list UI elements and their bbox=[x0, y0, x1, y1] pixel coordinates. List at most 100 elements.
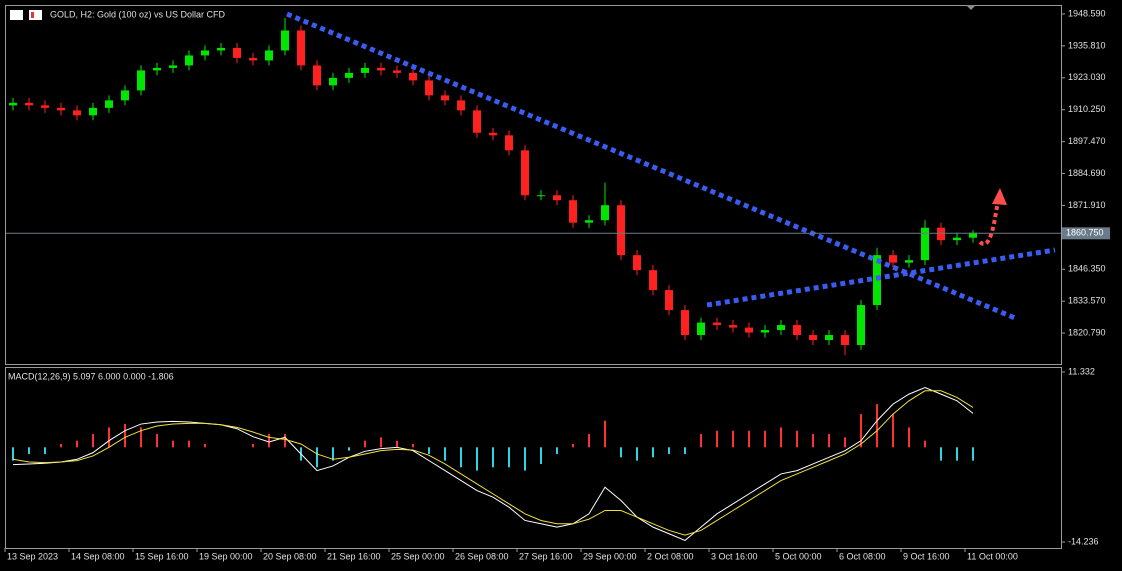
histogram-bar bbox=[412, 444, 414, 448]
histogram-bar bbox=[844, 437, 846, 448]
candle-body bbox=[969, 232, 977, 238]
x-tick-label: 27 Sep 16:00 bbox=[519, 551, 573, 561]
histogram-bar bbox=[124, 424, 126, 448]
histogram-bar bbox=[892, 414, 894, 448]
histogram-bar bbox=[652, 447, 654, 458]
histogram-bar bbox=[348, 447, 350, 451]
candle-body bbox=[905, 260, 913, 263]
histogram-bar bbox=[780, 427, 782, 448]
candle-body bbox=[585, 220, 593, 223]
histogram-bar bbox=[156, 434, 158, 448]
histogram-bar bbox=[60, 444, 62, 448]
candle-body bbox=[425, 80, 433, 96]
price-pane bbox=[5, 5, 1062, 365]
histogram-bar bbox=[956, 447, 958, 461]
candle-body bbox=[793, 325, 801, 336]
candle-body bbox=[889, 255, 897, 263]
candle-body bbox=[121, 90, 129, 101]
candle-body bbox=[809, 335, 817, 341]
candle-body bbox=[777, 325, 785, 331]
candle-body bbox=[25, 102, 33, 106]
histogram-bar bbox=[12, 447, 14, 461]
candle-body bbox=[313, 65, 321, 86]
y-tick-label: 1833.570 bbox=[1068, 296, 1106, 306]
histogram-bar bbox=[364, 440, 366, 448]
histogram-bar bbox=[428, 447, 430, 454]
y-tick-label: 1910.250 bbox=[1068, 104, 1106, 114]
histogram-bar bbox=[396, 440, 398, 448]
candle-body bbox=[217, 47, 225, 51]
histogram-bar bbox=[588, 434, 590, 448]
histogram-bar bbox=[540, 447, 542, 464]
candle-body bbox=[345, 72, 353, 78]
x-tick-label: 15 Sep 16:00 bbox=[135, 551, 189, 561]
histogram-bar bbox=[620, 447, 622, 458]
candle-body bbox=[361, 67, 369, 73]
candle-body bbox=[505, 135, 513, 151]
candle-body bbox=[489, 132, 497, 136]
candle-body bbox=[937, 227, 945, 241]
x-tick-label: 26 Sep 08:00 bbox=[455, 551, 509, 561]
histogram-bar bbox=[508, 447, 510, 468]
histogram-bar bbox=[668, 447, 670, 454]
candle-body bbox=[537, 195, 545, 197]
y-tick-label: 1935.810 bbox=[1068, 40, 1106, 50]
histogram-bar bbox=[76, 440, 78, 448]
x-tick-label: 14 Sep 08:00 bbox=[71, 551, 125, 561]
histogram-bar bbox=[316, 447, 318, 468]
histogram-bar bbox=[636, 447, 638, 461]
histogram-bar bbox=[524, 447, 526, 471]
candle-body bbox=[73, 110, 81, 116]
x-tick-label: 6 Oct 08:00 bbox=[839, 551, 886, 561]
y-tick-label: 1897.470 bbox=[1068, 136, 1106, 146]
candle-body bbox=[297, 30, 305, 66]
x-tick-label: 5 Oct 00:00 bbox=[775, 551, 822, 561]
icon bbox=[31, 12, 34, 18]
candle-body bbox=[473, 110, 481, 133]
candle-body bbox=[713, 322, 721, 326]
candle-body bbox=[57, 107, 65, 111]
y-tick-label: 1948.590 bbox=[1068, 8, 1106, 18]
y-tick-label: 1923.030 bbox=[1068, 72, 1106, 82]
histogram-bar bbox=[812, 434, 814, 448]
candle-body bbox=[633, 255, 641, 271]
y-tick-label: 1846.350 bbox=[1068, 264, 1106, 274]
histogram-bar bbox=[828, 434, 830, 448]
x-tick-label: 29 Sep 00:00 bbox=[583, 551, 637, 561]
x-tick-label: 19 Sep 00:00 bbox=[199, 551, 253, 561]
candle-body bbox=[825, 335, 833, 341]
candle-body bbox=[953, 237, 961, 241]
trend-line bbox=[706, 247, 1056, 308]
last-price-label: 1860.750 bbox=[1066, 228, 1104, 238]
y-tick-label: -14.236 bbox=[1068, 536, 1099, 546]
candle-body bbox=[393, 70, 401, 73]
candle-body bbox=[409, 72, 417, 81]
candle-body bbox=[89, 107, 97, 116]
y-tick-label: 1884.690 bbox=[1068, 168, 1106, 178]
histogram-bar bbox=[140, 427, 142, 448]
candle-body bbox=[665, 290, 673, 311]
candle-body bbox=[681, 310, 689, 336]
macd-pane bbox=[5, 367, 1062, 549]
histogram-bar bbox=[380, 437, 382, 448]
icon bbox=[10, 10, 23, 20]
y-tick-label: 1820.790 bbox=[1068, 327, 1106, 337]
candle-body bbox=[169, 65, 177, 68]
y-tick-label: 1871.910 bbox=[1068, 200, 1106, 210]
candle-body bbox=[841, 335, 849, 346]
x-tick-label: 9 Oct 16:00 bbox=[903, 551, 950, 561]
macd-line bbox=[12, 390, 974, 536]
histogram-bar bbox=[700, 434, 702, 448]
candle-body bbox=[153, 67, 161, 71]
x-tick-label: 3 Oct 16:00 bbox=[711, 551, 758, 561]
candle-body bbox=[569, 200, 577, 223]
candle-body bbox=[329, 77, 337, 86]
chart-title: GOLD, H2: Gold (100 oz) vs US Dollar CFD bbox=[50, 9, 226, 19]
candle-body bbox=[617, 205, 625, 256]
candle-body bbox=[921, 227, 929, 261]
candle-body bbox=[233, 47, 241, 58]
x-tick-label: 25 Sep 00:00 bbox=[391, 551, 445, 561]
candle-body bbox=[137, 70, 145, 91]
candle-body bbox=[441, 95, 449, 101]
